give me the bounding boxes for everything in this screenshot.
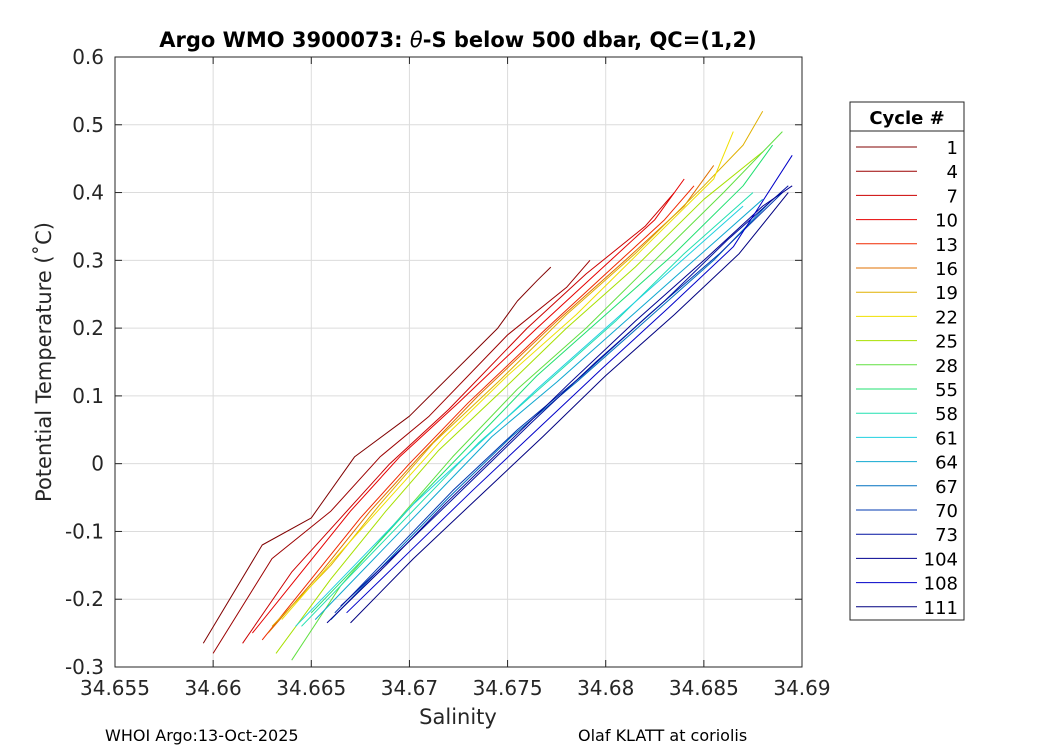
series-line-cycle-10 bbox=[252, 178, 685, 634]
x-ticks: 34.655 34.66 34.665 34.67 34.675 34.68 34.685 3… bbox=[80, 57, 831, 700]
legend-label-cycle-25: 25 bbox=[935, 332, 958, 353]
legend: Cycle # 14710131619222528555861646770731… bbox=[849, 101, 965, 621]
legend-label-cycle-16: 16 bbox=[935, 259, 958, 280]
x-tick-label: 34.655 bbox=[80, 676, 150, 700]
series-line-cycle-61 bbox=[295, 205, 744, 627]
series-line-cycle-111 bbox=[350, 192, 789, 624]
legend-label-cycle-111: 111 bbox=[924, 598, 958, 619]
legend-label-cycle-10: 10 bbox=[935, 211, 958, 232]
legend-label-cycle-55: 55 bbox=[935, 380, 958, 401]
axes-box bbox=[114, 56, 803, 668]
x-tick-label: 34.665 bbox=[276, 676, 346, 700]
y-axis-label: Potential Temperature (˚C) bbox=[32, 222, 56, 502]
series-line-cycle-1 bbox=[202, 266, 552, 644]
legend-label-cycle-104: 104 bbox=[924, 549, 958, 570]
chart-title-suffix: -S below 500 dbar, QC=(1,2) bbox=[423, 28, 757, 52]
x-tick-label: 34.675 bbox=[473, 676, 543, 700]
y-tick-label: -0.2 bbox=[65, 587, 104, 611]
x-tick-label: 34.685 bbox=[669, 676, 739, 700]
series-line-cycle-19 bbox=[271, 110, 764, 627]
series-line-cycle-22 bbox=[281, 131, 734, 620]
legend-items: 1 4 7 10 13 16 19 22 25 28 55 58 61 64 67 70 73 104 108 111 bbox=[856, 138, 958, 619]
x-tick-label: 34.66 bbox=[185, 676, 242, 700]
legend-label-cycle-70: 70 bbox=[935, 501, 958, 522]
series-lines bbox=[202, 110, 793, 661]
legend-label-cycle-64: 64 bbox=[935, 453, 958, 474]
series-line-cycle-55 bbox=[310, 144, 774, 614]
legend-label-cycle-61: 61 bbox=[935, 428, 958, 449]
legend-box bbox=[849, 101, 965, 621]
legend-label-cycle-4: 4 bbox=[947, 162, 958, 183]
legend-label-cycle-22: 22 bbox=[935, 307, 958, 328]
x-tick-label: 34.67 bbox=[381, 676, 438, 700]
y-tick-label: 0.4 bbox=[72, 181, 104, 205]
chart-title: Argo WMO 3900073: θ-S below 500 dbar, QC… bbox=[159, 28, 756, 52]
y-ticks: -0.3 -0.2 -0.1 0 0.1 0.2 0.3 0.4 0.5 0.6 bbox=[65, 45, 802, 679]
series-line-cycle-25 bbox=[275, 151, 764, 654]
series-line-cycle-108 bbox=[346, 155, 793, 614]
legend-label-cycle-13: 13 bbox=[935, 235, 958, 256]
plot-area bbox=[115, 57, 802, 667]
series-line-cycle-67 bbox=[330, 198, 773, 620]
x-axis-label: Salinity bbox=[419, 705, 497, 729]
legend-label-cycle-1: 1 bbox=[947, 138, 958, 159]
chart-title-prefix: Argo WMO 3900073: bbox=[159, 28, 410, 52]
footer-source: WHOI Argo:13-Oct-2025 bbox=[105, 726, 299, 745]
legend-label-cycle-28: 28 bbox=[935, 356, 958, 377]
y-tick-label: 0.6 bbox=[72, 45, 104, 69]
series-line-cycle-104 bbox=[326, 185, 793, 624]
chart-title-symbol: θ bbox=[410, 28, 423, 52]
legend-label-cycle-108: 108 bbox=[924, 574, 958, 595]
x-tick-label: 34.68 bbox=[577, 676, 634, 700]
y-tick-label: 0.1 bbox=[72, 384, 104, 408]
legend-label-cycle-7: 7 bbox=[947, 186, 958, 207]
y-tick-label: 0 bbox=[91, 452, 104, 476]
y-tick-label: 0.3 bbox=[72, 248, 104, 272]
series-line-cycle-4 bbox=[212, 259, 591, 654]
y-tick-label: 0.5 bbox=[72, 113, 104, 137]
series-line-cycle-13 bbox=[261, 185, 695, 641]
legend-label-cycle-73: 73 bbox=[935, 525, 958, 546]
legend-label-cycle-58: 58 bbox=[935, 404, 958, 425]
series-line-cycle-7 bbox=[242, 192, 675, 644]
y-tick-label: -0.1 bbox=[65, 519, 104, 543]
y-tick-label: 0.2 bbox=[72, 316, 104, 340]
series-line-cycle-64 bbox=[314, 198, 764, 620]
series-line-cycle-28 bbox=[291, 131, 783, 661]
legend-label-cycle-67: 67 bbox=[935, 477, 958, 498]
legend-label-cycle-19: 19 bbox=[935, 283, 958, 304]
footer-operator: Olaf KLATT at coriolis bbox=[578, 726, 748, 745]
x-tick-label: 34.69 bbox=[773, 676, 830, 700]
y-tick-label: -0.3 bbox=[65, 655, 104, 679]
legend-title: Cycle # bbox=[869, 108, 944, 129]
